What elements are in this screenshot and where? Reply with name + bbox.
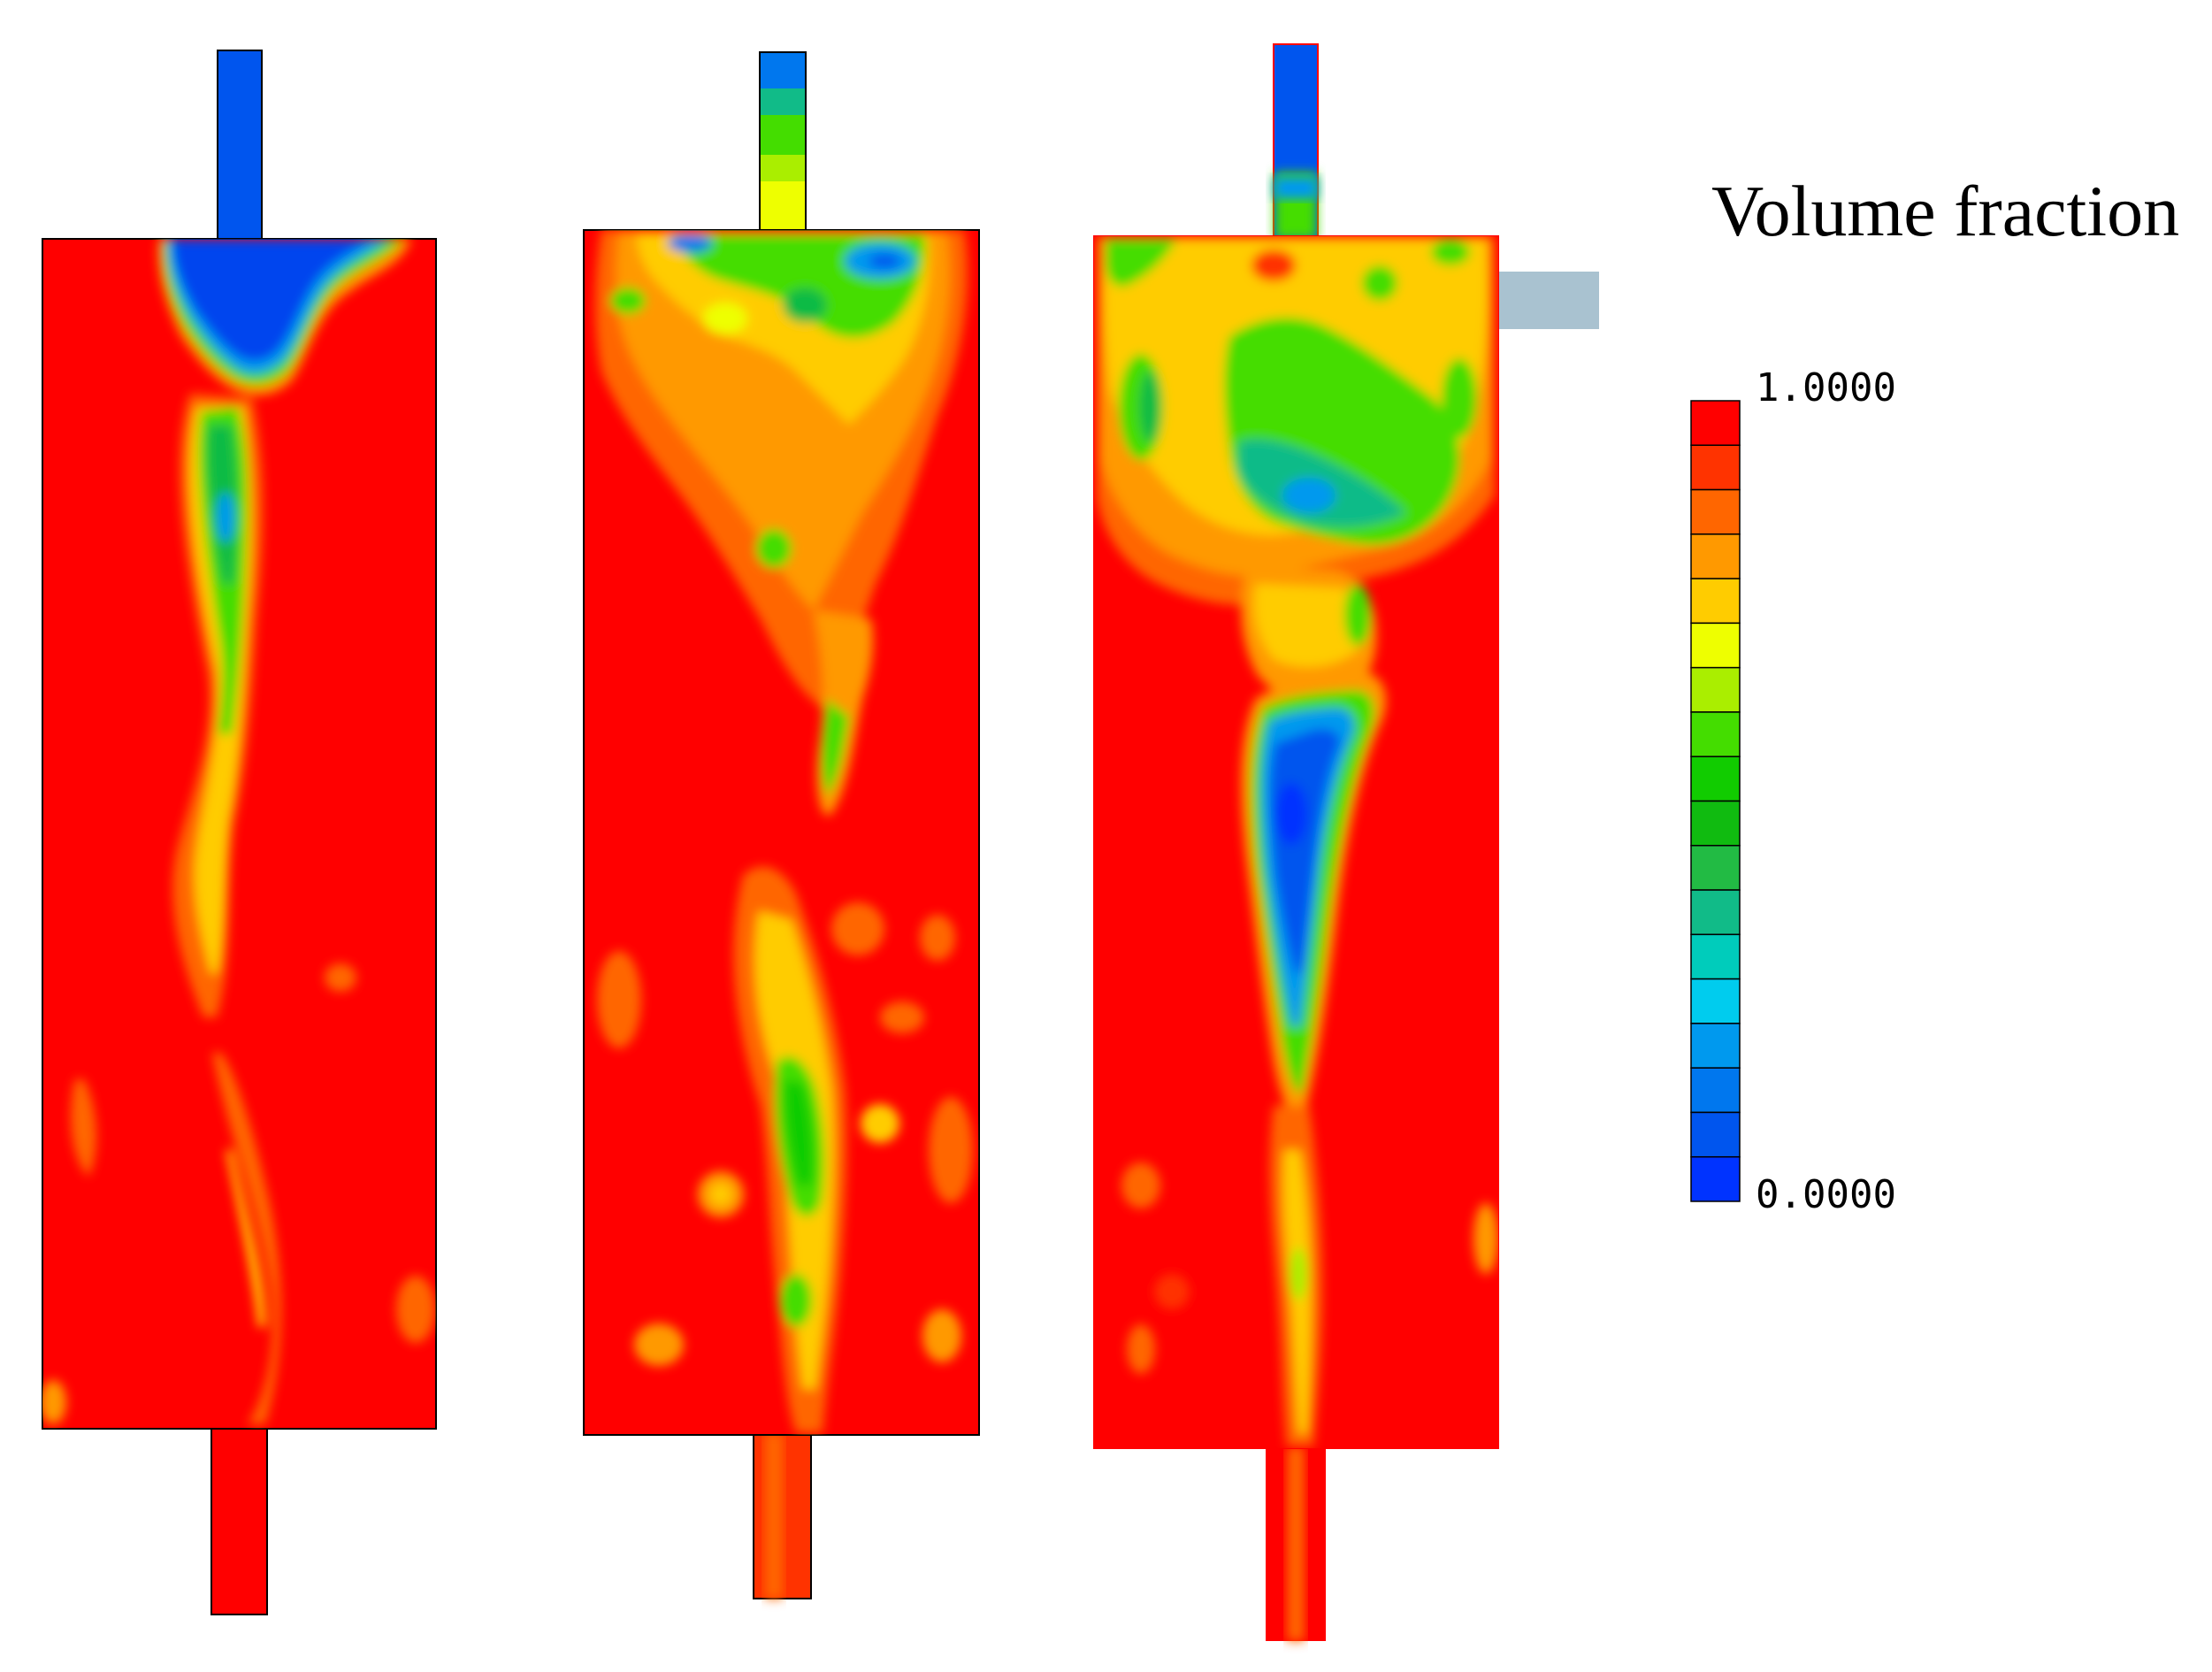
outlet-pipe	[210, 1426, 268, 1615]
side-port	[1496, 272, 1599, 329]
colorbar-swatch	[1690, 622, 1741, 669]
colorbar-swatch	[1690, 1023, 1741, 1069]
colorbar-swatch	[1690, 1111, 1741, 1158]
colorbar-swatch	[1690, 533, 1741, 579]
legend-min-label: 0.0000	[1756, 1172, 1896, 1217]
colorbar-swatch	[1690, 488, 1741, 535]
inlet-pipe	[217, 50, 263, 242]
colorbar-swatch	[1690, 711, 1741, 757]
colorbar-swatch	[1690, 444, 1741, 491]
colorbar-swatch	[1690, 845, 1741, 891]
colorbar-swatch	[1690, 578, 1741, 625]
colorbar-swatch	[1690, 889, 1741, 936]
panel-1	[42, 50, 437, 1615]
colorbar-swatch	[1690, 800, 1741, 847]
colorbar-swatch	[1690, 933, 1741, 980]
colorbar-swatch	[1690, 755, 1741, 802]
panel-3	[1093, 43, 1599, 1641]
panel-2	[583, 51, 980, 1599]
colorbar-swatch	[1690, 1155, 1741, 1202]
colorbar-swatch	[1690, 978, 1741, 1024]
legend-title: Volume fraction	[1711, 171, 2180, 251]
colorbar-swatch	[1690, 666, 1741, 713]
colorbar-swatch	[1690, 400, 1741, 447]
legend-colorbar	[1690, 400, 1741, 1202]
colorbar-swatch	[1690, 1067, 1741, 1114]
legend-max-label: 1.0000	[1756, 365, 1896, 410]
